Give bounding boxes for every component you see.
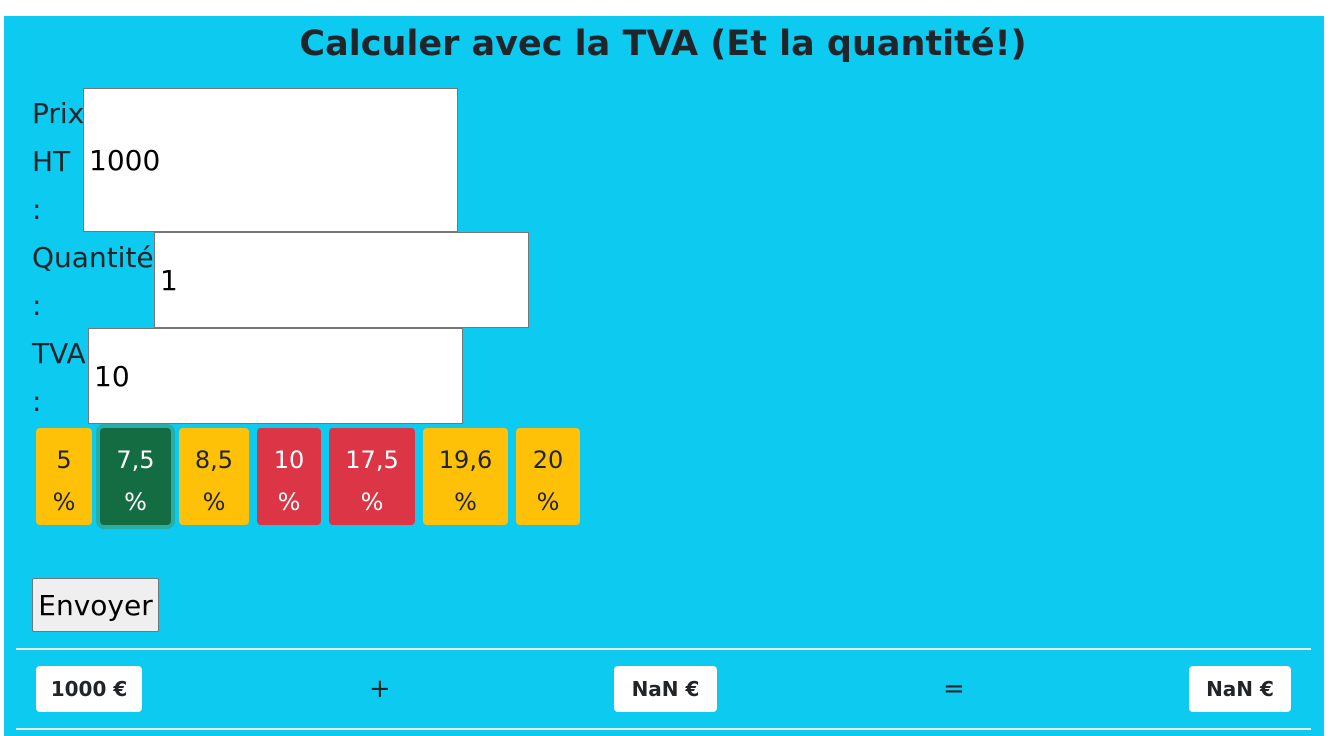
- equals-sign: =: [943, 674, 965, 704]
- quantity-label: Quantité :: [32, 241, 154, 322]
- vat-rate-17-5-button[interactable]: 17,5 %: [329, 428, 415, 525]
- price-ht-badge: 1000 €: [36, 666, 142, 712]
- total-badge: NaN €: [1189, 666, 1291, 712]
- vat-amount-badge: NaN €: [614, 666, 717, 712]
- price-input[interactable]: [83, 88, 458, 232]
- submit-button[interactable]: Envoyer: [32, 578, 159, 632]
- result-top-divider: [16, 648, 1311, 650]
- page-title: Calculer avec la TVA (Et la quantité!): [299, 24, 1027, 64]
- vat-rate-10-button[interactable]: 10 %: [257, 428, 321, 525]
- vat-label: TVA :: [32, 337, 86, 418]
- result-bottom-divider: [16, 728, 1311, 730]
- plus-sign: +: [369, 674, 391, 704]
- vat-rate-8-5-button[interactable]: 8,5 %: [179, 428, 249, 525]
- vat-rate-7-5-button[interactable]: 7,5 %: [100, 428, 171, 525]
- quantity-input[interactable]: [154, 232, 529, 328]
- vat-input[interactable]: [88, 328, 463, 424]
- vat-rate-20-button[interactable]: 20 %: [516, 428, 580, 525]
- price-label: Prix HT :: [32, 97, 85, 226]
- vat-rate-19-6-button[interactable]: 19,6 %: [423, 428, 508, 525]
- vat-rate-5-button[interactable]: 5 %: [36, 428, 92, 525]
